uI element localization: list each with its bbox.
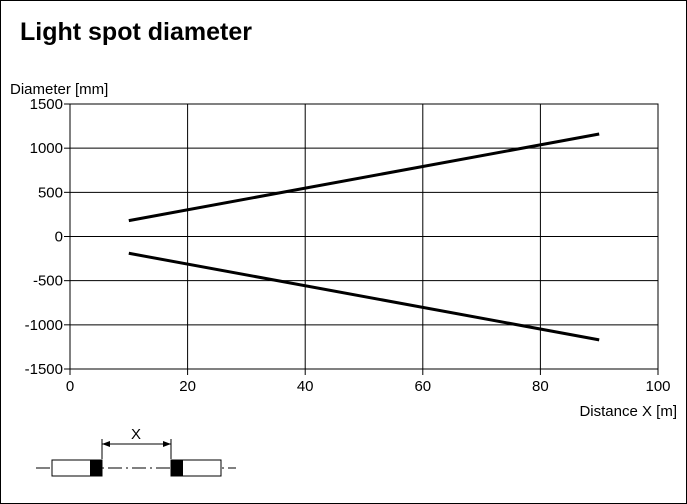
x-tick-label: 20 — [179, 378, 196, 395]
x-axis-label: Distance X [m] — [579, 403, 677, 420]
emitter-lens — [90, 460, 102, 476]
distance-x-label: X — [131, 426, 141, 443]
dimension-arrow-left — [102, 441, 110, 447]
y-tick-label: 1000 — [30, 140, 63, 157]
x-tick-label: 100 — [645, 378, 670, 395]
axis-ticks: 0 20 40 60 80 100 1500 1000 500 0 -500 -1000 -1500 — [25, 96, 671, 395]
receiver-lens — [171, 460, 183, 476]
dimension-arrow-right — [163, 441, 171, 447]
y-tick-label: 0 — [55, 229, 63, 246]
y-tick-label: 1500 — [30, 96, 63, 113]
series-line-lower — [128, 251, 600, 342]
data-series — [128, 132, 600, 342]
x-tick-label: 40 — [297, 378, 314, 395]
x-tick-label: 0 — [66, 378, 74, 395]
x-tick-label: 60 — [414, 378, 431, 395]
y-tick-label: -1500 — [25, 361, 63, 378]
sensor-diagram: X — [36, 426, 236, 477]
x-tick-label: 80 — [532, 378, 549, 395]
y-tick-label: -500 — [33, 273, 63, 290]
series-line-upper — [128, 132, 600, 223]
y-tick-label: -1000 — [25, 317, 63, 334]
y-axis-label: Diameter [mm] — [10, 81, 108, 98]
y-tick-label: 500 — [38, 184, 63, 201]
grid-lines — [69, 103, 659, 370]
chart-title: Light spot diameter — [20, 18, 252, 46]
